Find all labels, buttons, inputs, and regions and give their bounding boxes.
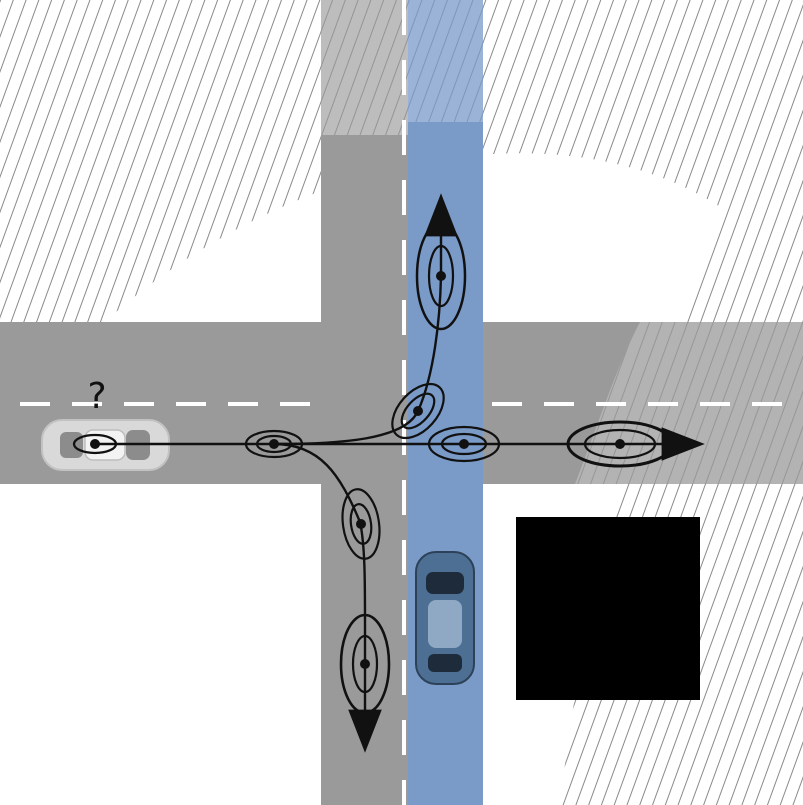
ellipse-straight-2 <box>566 420 674 468</box>
ellipse-unknown-car <box>72 433 118 455</box>
ellipse-left-turn-1 <box>391 382 445 440</box>
building-block <box>516 517 700 700</box>
unknown-label: ? <box>87 376 106 417</box>
ellipse-right-turn-1 <box>341 488 381 560</box>
ellipse-shared-start <box>244 429 304 459</box>
ellipse-right-turn-2 <box>339 613 391 715</box>
ellipse-left-turn-2 <box>415 221 467 331</box>
ellipse-straight-1 <box>427 425 501 463</box>
lane-markings <box>20 0 785 805</box>
occluded-road-top-right <box>408 0 483 122</box>
occluded-road-top-left <box>321 0 408 135</box>
ego-car <box>415 551 475 685</box>
uncertainty-ellipses <box>72 221 674 715</box>
